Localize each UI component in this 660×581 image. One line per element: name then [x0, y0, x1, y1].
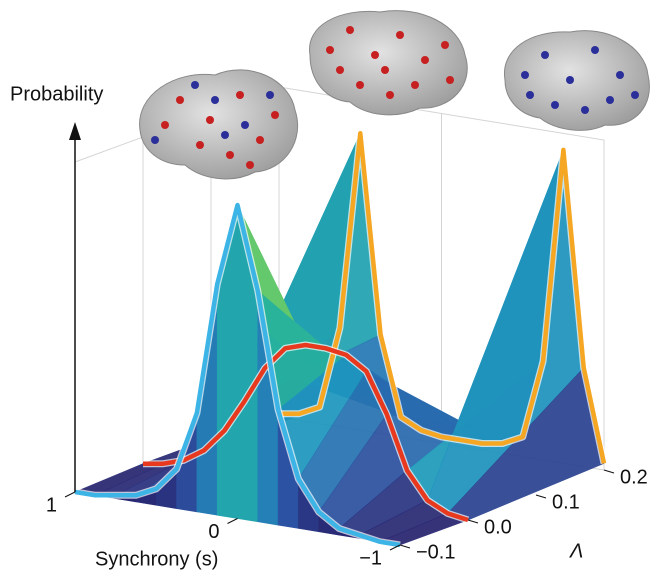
z-axis-label: Probability	[10, 83, 103, 105]
z-axis-arrow	[69, 122, 81, 140]
curve	[143, 342, 469, 523]
brain	[139, 69, 299, 180]
y-tick-label: 0.1	[552, 491, 580, 513]
curves	[74, 129, 608, 549]
curve	[74, 202, 401, 548]
x-tick	[227, 518, 238, 524]
x-tick	[64, 491, 76, 498]
x-tick-label: −1	[359, 547, 382, 569]
y-tick-label: 0.2	[620, 466, 648, 488]
y-axis-label: Λ	[569, 540, 583, 562]
x-tick	[389, 544, 401, 551]
y-tick	[467, 519, 479, 524]
y-tick	[399, 544, 411, 549]
y-tick-label: 0.0	[484, 516, 512, 538]
y-tick	[603, 469, 615, 474]
x-tick-label: 1	[46, 494, 57, 516]
y-tick-label: −0.1	[416, 541, 455, 563]
brain	[503, 30, 650, 131]
brain	[309, 10, 468, 116]
x-axis-label: Synchrony (s)	[95, 548, 218, 570]
x-tick-label: 0	[208, 521, 219, 543]
y-tick	[535, 494, 547, 499]
brain-icons	[139, 10, 650, 180]
